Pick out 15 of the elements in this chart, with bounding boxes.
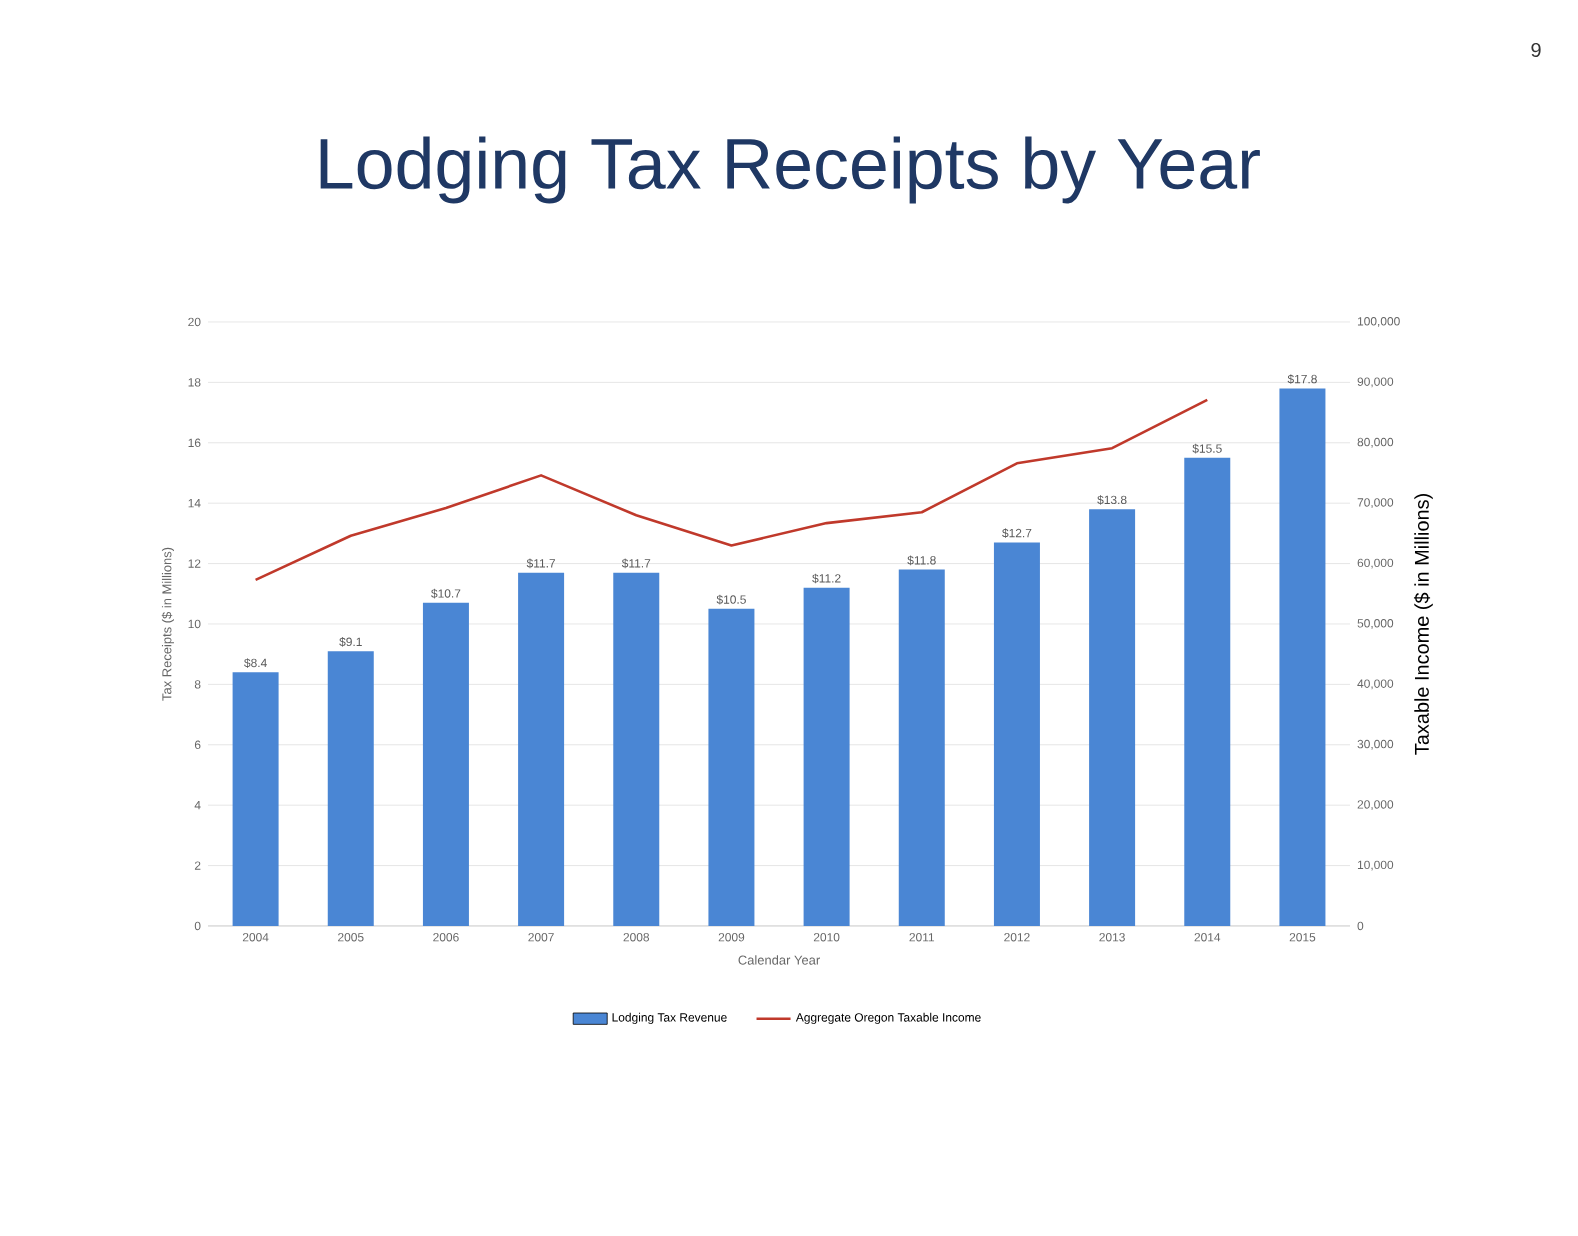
bar — [898, 569, 945, 926]
bar — [1279, 388, 1326, 926]
chart-title: Lodging Tax Receipts by Year — [320, 136, 1260, 204]
bar — [1184, 457, 1231, 926]
bar — [1089, 509, 1136, 926]
y2-axis-title: Taxable Income ($ in Millions) — [1413, 494, 1433, 755]
bar — [803, 587, 850, 926]
bar — [232, 672, 279, 926]
bar — [613, 572, 660, 926]
bar — [708, 608, 755, 926]
bar — [327, 651, 374, 926]
text: 9 — [1531, 42, 1541, 58]
bar — [518, 572, 565, 926]
bar — [422, 602, 469, 926]
bar — [993, 542, 1040, 926]
